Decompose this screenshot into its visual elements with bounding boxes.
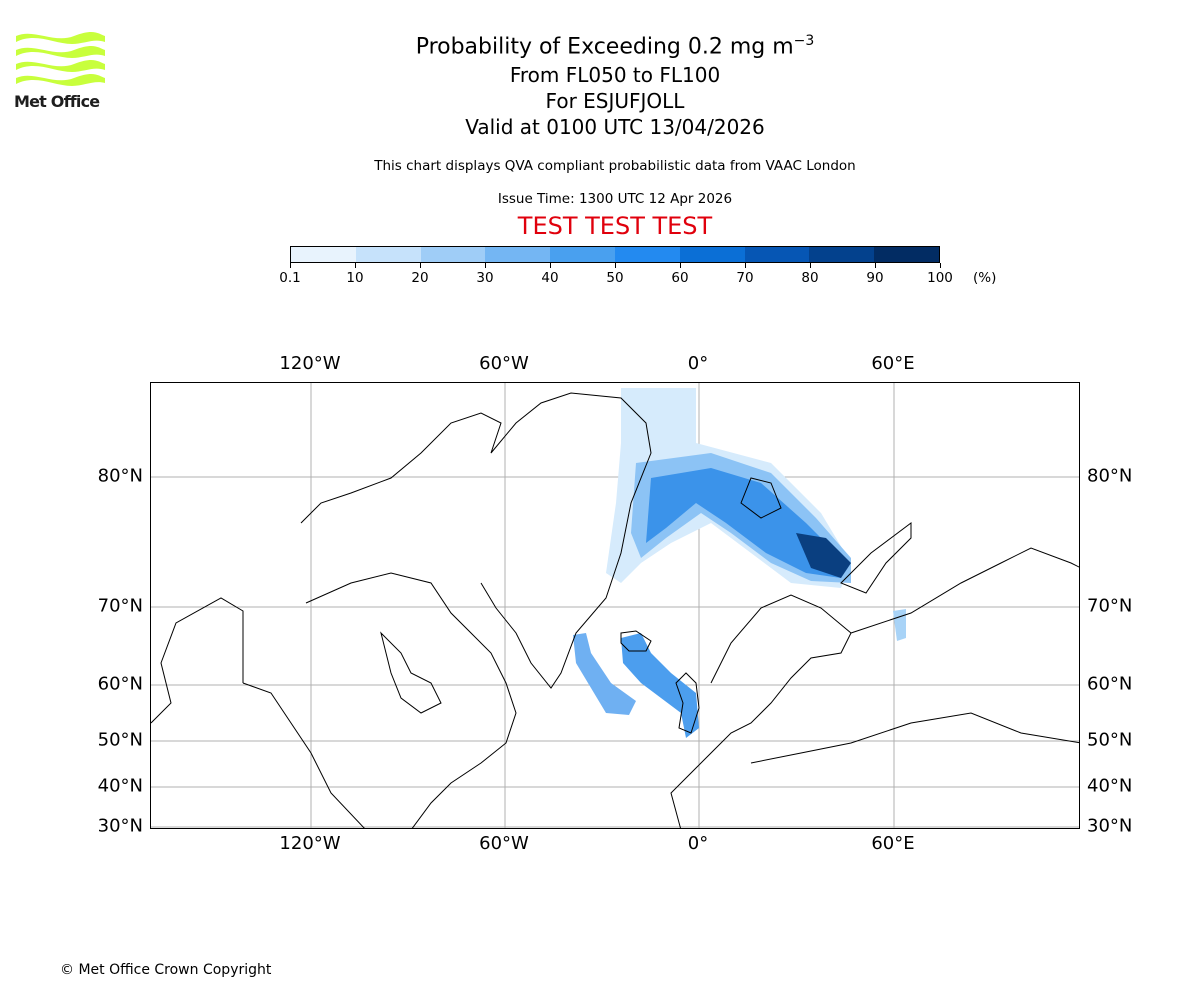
- longitude-label: 0°: [687, 833, 709, 854]
- valid-time: Valid at 0100 UTC 13/04/2026: [465, 115, 765, 140]
- longitude-label: 120°W: [279, 353, 341, 374]
- graticule: [151, 383, 1079, 828]
- colorbar-segment: [291, 247, 356, 262]
- colorbar-tick-label: 10: [346, 270, 364, 286]
- colorbar-tick-label: 0.1: [279, 270, 301, 286]
- colorbar-tick-label: 20: [411, 270, 429, 286]
- latitude-label: 30°N: [1087, 815, 1133, 837]
- alaska-coast: [151, 597, 244, 724]
- latitude-label: 40°N: [97, 775, 143, 797]
- test-banner: TEST TEST TEST: [517, 212, 713, 240]
- probability-colorbar: [290, 246, 940, 263]
- copyright: © Met Office Crown Copyright: [60, 962, 272, 978]
- coastlines: [151, 392, 1079, 828]
- novaya-zemlya-coast: [840, 522, 912, 594]
- iceland-coast: [620, 630, 652, 652]
- plume-high: [646, 468, 846, 578]
- issue-time: Issue Time: 1300 UTC 12 Apr 2026: [497, 191, 733, 207]
- greenland-coast: [300, 392, 652, 689]
- colorbar-tick-label: 70: [736, 270, 754, 286]
- colorbar-segment: [809, 247, 875, 262]
- colorbar-segment: [550, 247, 615, 262]
- colorbar-tick-label: 30: [476, 270, 494, 286]
- latitude-label: 50°N: [1087, 729, 1133, 751]
- latitude-label: 60°N: [1087, 673, 1133, 695]
- west-coast: [242, 682, 365, 828]
- colorbar-tick-label: 90: [866, 270, 884, 286]
- ash-probability-field: [573, 388, 906, 738]
- north-america-coast: [305, 572, 517, 828]
- colorbar-tick: [290, 263, 291, 268]
- flight-level-range: From FL050 to FL100: [509, 63, 721, 88]
- latitude-label: 30°N: [97, 815, 143, 837]
- colorbar-tick-label: 80: [801, 270, 819, 286]
- colorbar-segment: [420, 247, 486, 262]
- longitude-label: 60°W: [479, 353, 529, 374]
- plume-south-2: [621, 633, 699, 738]
- logo-text: Met Office: [14, 92, 100, 111]
- colorbar-tick: [875, 263, 876, 268]
- plume-core: [796, 533, 851, 578]
- colorbar-tick: [745, 263, 746, 268]
- plume-east: [893, 609, 906, 641]
- europe-coast: [670, 594, 852, 828]
- colorbar-segment: [874, 247, 939, 262]
- colorbar-tick: [810, 263, 811, 268]
- chart-title-block: Probability of Exceeding 0.2 mg m−3 From…: [0, 26, 1200, 140]
- latitude-label: 60°N: [97, 673, 143, 695]
- met-office-wave-icon: [16, 31, 105, 86]
- map-svg: [151, 383, 1079, 828]
- colorbar-tick-label: 40: [541, 270, 559, 286]
- latitude-label: 40°N: [1087, 775, 1133, 797]
- colorbar-tick: [485, 263, 486, 268]
- hudson-bay: [380, 631, 442, 714]
- longitude-label: 120°W: [279, 833, 341, 854]
- chart-title: Probability of Exceeding 0.2 mg m−3: [415, 33, 815, 60]
- met-office-logo: Met Office: [14, 30, 114, 114]
- latitude-label: 70°N: [1087, 595, 1133, 617]
- plume-south-1: [573, 633, 636, 715]
- longitude-label: 60°E: [871, 833, 915, 854]
- longitude-label: 60°E: [871, 353, 915, 374]
- asia-border: [750, 712, 1079, 764]
- colorbar-tick-label: 60: [671, 270, 689, 286]
- siberia-coast: [850, 547, 1079, 634]
- colorbar-unit: (%): [973, 270, 997, 286]
- volcano-name: For ESJUFJOLL: [545, 89, 685, 114]
- colorbar-tick: [550, 263, 551, 268]
- chart-description: This chart displays QVA compliant probab…: [374, 158, 856, 174]
- colorbar-segment: [744, 247, 810, 262]
- latitude-label: 50°N: [97, 729, 143, 751]
- latitude-label: 80°N: [97, 465, 143, 487]
- longitude-label: 60°W: [479, 833, 529, 854]
- svalbard-coast: [740, 477, 782, 519]
- colorbar-tick: [420, 263, 421, 268]
- latitude-label: 80°N: [1087, 465, 1133, 487]
- colorbar-segment: [679, 247, 745, 262]
- colorbar-tick-label: 100: [927, 270, 953, 286]
- map-panel: [150, 382, 1080, 829]
- colorbar-segment: [485, 247, 551, 262]
- colorbar-tick: [680, 263, 681, 268]
- colorbar-tick-label: 50: [606, 270, 624, 286]
- colorbar-segment: [355, 247, 421, 262]
- colorbar-segment: [614, 247, 680, 262]
- uk-coast: [675, 672, 700, 734]
- latitude-label: 70°N: [97, 595, 143, 617]
- colorbar-tick: [615, 263, 616, 268]
- longitude-label: 0°: [687, 353, 709, 374]
- colorbar-tick: [355, 263, 356, 268]
- colorbar-tick: [940, 263, 941, 268]
